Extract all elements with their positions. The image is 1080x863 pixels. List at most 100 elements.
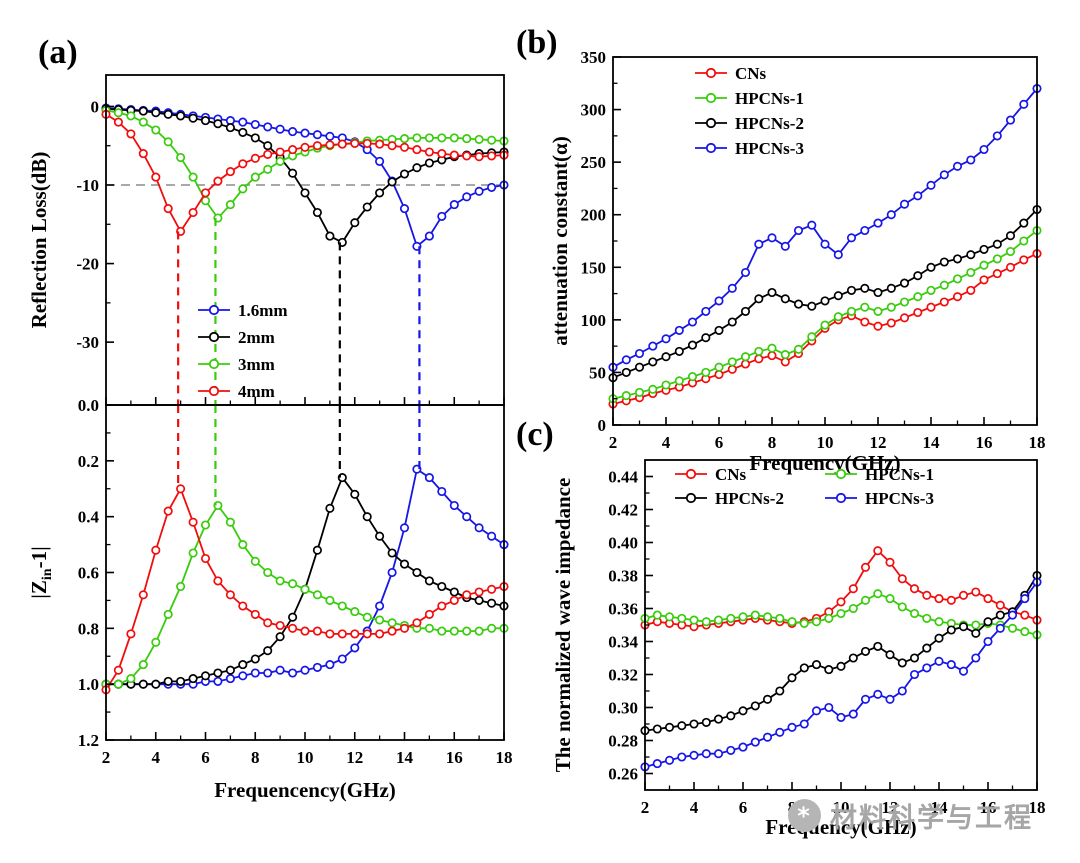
svg-text:18: 18 <box>496 748 513 767</box>
legend: CNs HPCNs-1 HPCNs-2 HPCNs-3 <box>695 64 804 158</box>
svg-text:16: 16 <box>980 798 997 817</box>
legend-label: HPCNs-2 <box>715 489 784 508</box>
series-3mm <box>101 105 509 223</box>
series-4mm <box>101 484 509 695</box>
svg-text:8: 8 <box>251 748 260 767</box>
legend-label: HPCNs-1 <box>865 465 934 484</box>
legend-label: 4mm <box>238 382 275 401</box>
svg-text:16: 16 <box>976 433 993 452</box>
legend-label: 2mm <box>238 328 275 347</box>
legend: 1.6mm 2mm 3mm 4mm <box>198 301 288 401</box>
series-2mm <box>101 473 509 689</box>
svg-text:0.4: 0.4 <box>78 508 100 527</box>
watermark-text: 材料科学与工程 <box>830 803 1033 834</box>
svg-text:12: 12 <box>346 748 363 767</box>
svg-text:12: 12 <box>882 798 899 817</box>
chart-attenuation-constant: 2 4 6 8 10 12 14 16 18 0 50 100 150 200 250 300 350 Frequ… <box>548 48 1046 475</box>
svg-text:0.28: 0.28 <box>608 732 638 751</box>
series-HPCNs-2 <box>608 204 1042 383</box>
chart-reflection-loss: 0 -10 -20 -30 Reflection Loss(dB) 1.6mm 2mm 3mm… <box>27 74 509 406</box>
x-axis-label: Frequency(GHz) <box>749 451 900 475</box>
svg-text:0.38: 0.38 <box>608 567 638 586</box>
svg-text:2: 2 <box>609 433 618 452</box>
series-HPCNs-1 <box>640 589 1042 640</box>
svg-text:14: 14 <box>931 798 949 817</box>
legend-label: HPCNs-2 <box>735 114 804 133</box>
svg-text:1.2: 1.2 <box>78 731 99 750</box>
panel-b-label: (b) <box>516 24 558 61</box>
series-1.6mm <box>101 103 509 251</box>
watermark: * 材料科学与工程 <box>788 796 1033 835</box>
svg-text:4: 4 <box>662 433 671 452</box>
svg-text:2: 2 <box>641 798 650 817</box>
series-2mm <box>101 104 509 247</box>
plot-box <box>105 74 505 406</box>
svg-text:-30: -30 <box>76 333 99 352</box>
svg-text:250: 250 <box>581 153 607 172</box>
svg-text:12: 12 <box>870 433 887 452</box>
axis: 2 4 6 8 10 12 14 16 18 0.0 0.2 0.4 0.6 0.8 1.0 1.2 <box>78 396 513 767</box>
svg-text:100: 100 <box>581 311 607 330</box>
svg-text:1.0: 1.0 <box>78 675 99 694</box>
svg-text:200: 200 <box>581 206 607 225</box>
svg-text:10: 10 <box>833 798 850 817</box>
series-HPCNs-3 <box>608 83 1042 372</box>
svg-text:4: 4 <box>152 748 161 767</box>
svg-text:150: 150 <box>581 258 607 277</box>
svg-text:6: 6 <box>201 748 210 767</box>
svg-text:300: 300 <box>581 101 607 120</box>
svg-text:0.6: 0.6 <box>78 564 99 583</box>
y-axis-label: Reflection Loss(dB) <box>27 152 51 329</box>
svg-text:18: 18 <box>1029 798 1046 817</box>
svg-text:2: 2 <box>102 748 111 767</box>
svg-text:6: 6 <box>739 798 748 817</box>
legend-label: 3mm <box>238 355 275 374</box>
legend-label: HPCNs-3 <box>865 489 934 508</box>
y-axis-label: |Zin-1| <box>27 546 55 598</box>
x-axis-label: Frequencency(GHz) <box>214 778 396 802</box>
svg-text:6: 6 <box>715 433 724 452</box>
legend-label: HPCNs-3 <box>735 139 804 158</box>
panel-c-label: (c) <box>516 416 554 453</box>
series-1.6mm <box>101 464 509 689</box>
series-3mm <box>101 500 509 689</box>
series-HPCNs-3 <box>640 577 1042 772</box>
svg-text:0: 0 <box>91 97 100 116</box>
svg-text:0.32: 0.32 <box>608 666 638 685</box>
svg-text:8: 8 <box>768 433 777 452</box>
svg-text:4: 4 <box>690 798 699 817</box>
svg-text:0.42: 0.42 <box>608 501 638 520</box>
svg-text:0.0: 0.0 <box>78 396 99 415</box>
svg-text:0.30: 0.30 <box>608 699 638 718</box>
legend-label: CNs <box>735 64 767 83</box>
legend-label: HPCNs-1 <box>735 89 804 108</box>
chart-normalized-wave-impedance: 246810121416180.260.280.300.320.340.360.… <box>551 459 1046 839</box>
series-HPCNs-1 <box>608 225 1042 404</box>
svg-text:0.44: 0.44 <box>608 468 638 487</box>
y-axis-label: attenuation constant(α) <box>548 136 572 345</box>
svg-text:0.26: 0.26 <box>608 765 638 784</box>
svg-text:14: 14 <box>923 433 941 452</box>
svg-text:0.40: 0.40 <box>608 534 638 553</box>
legend: CNs HPCNs-1 HPCNs-2 HPCNs-3 <box>675 465 934 508</box>
plot-box <box>105 404 505 741</box>
chart-impedance-mismatch: 2 4 6 8 10 12 14 16 18 0.0 0.2 0.4 0.6 0.8 1.0 1.2 Frequ… <box>27 396 513 802</box>
svg-text:16: 16 <box>446 748 463 767</box>
y-axis-label: The normalized wave impedance <box>551 478 575 773</box>
axis: 246810121416180.260.280.300.320.340.360.… <box>608 468 1045 818</box>
svg-text:0.34: 0.34 <box>608 633 638 652</box>
svg-text:50: 50 <box>589 363 606 382</box>
svg-text:350: 350 <box>581 48 607 67</box>
svg-text:14: 14 <box>396 748 414 767</box>
svg-text:10: 10 <box>817 433 834 452</box>
svg-text:0.2: 0.2 <box>78 452 99 471</box>
svg-text:-20: -20 <box>76 255 99 274</box>
svg-text:0.8: 0.8 <box>78 619 99 638</box>
svg-text:18: 18 <box>1029 433 1046 452</box>
series-HPCNs-2 <box>640 570 1042 736</box>
svg-text:-10: -10 <box>76 176 99 195</box>
panel-a-label: (a) <box>38 34 78 71</box>
legend-label: CNs <box>715 465 747 484</box>
series-4mm <box>101 109 509 236</box>
